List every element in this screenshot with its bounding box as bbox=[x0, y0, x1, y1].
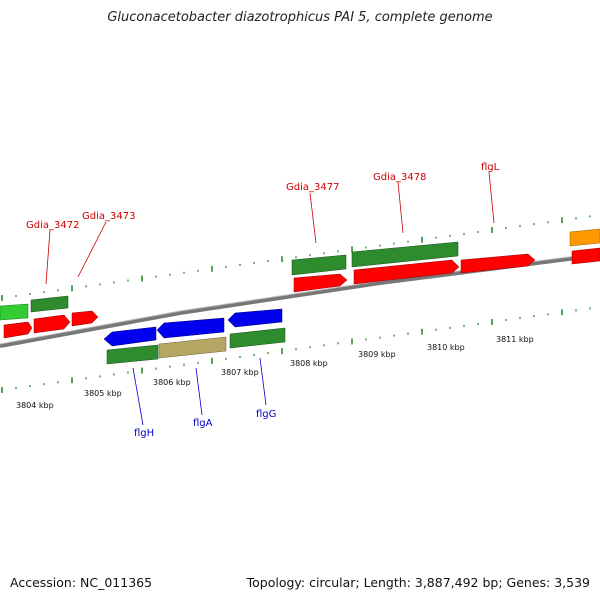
gene-blue-1[interactable] bbox=[103, 326, 157, 347]
accession-text: Accession: NC_011365 bbox=[10, 575, 153, 590]
label-gdia-3477: Gdia_3477 bbox=[286, 182, 339, 193]
gene-red-2[interactable] bbox=[33, 314, 71, 334]
scale-label: 3804 kbp bbox=[16, 401, 54, 410]
gene-gdia-3478[interactable] bbox=[351, 241, 459, 268]
gene-gdia-3477[interactable] bbox=[291, 254, 347, 276]
scale-label: 3807 kbp bbox=[221, 368, 259, 377]
label-flgl: flgL bbox=[481, 162, 500, 173]
upper-gene-track bbox=[0, 228, 600, 339]
topology-text: Topology: circular; Length: 3,887,492 bp… bbox=[246, 575, 590, 590]
gene-blue-2[interactable] bbox=[156, 317, 225, 339]
gene-flgh[interactable] bbox=[106, 344, 159, 365]
gene-orange[interactable] bbox=[569, 228, 600, 247]
upper-gene-labels: Gdia_3472 Gdia_3473 Gdia_3477 Gdia_3478 … bbox=[26, 162, 500, 285]
scale-label: 3809 kbp bbox=[358, 350, 396, 359]
map-title: Gluconacetobacter diazotrophicus PAI 5, … bbox=[107, 10, 493, 25]
label-flgh: flgH bbox=[134, 428, 154, 439]
label-gdia-3473: Gdia_3473 bbox=[82, 211, 135, 222]
gene-gdia-3472[interactable] bbox=[30, 295, 69, 313]
scale-label: 3808 kbp bbox=[290, 359, 328, 368]
gene-flgl[interactable] bbox=[460, 253, 536, 274]
lower-tick-row bbox=[1, 307, 591, 393]
gene-flga[interactable] bbox=[158, 336, 227, 359]
gene-red-3[interactable] bbox=[71, 310, 99, 327]
gene-red-1[interactable] bbox=[3, 321, 33, 339]
label-flgg: flgG bbox=[256, 409, 276, 420]
gene-blue-3[interactable] bbox=[227, 308, 283, 328]
scale-label: 3811 kbp bbox=[496, 335, 534, 344]
gene-red-4[interactable] bbox=[293, 273, 348, 293]
scale-label: 3810 kbp bbox=[427, 343, 465, 352]
gene-red-5[interactable] bbox=[353, 259, 460, 285]
gene-flgg[interactable] bbox=[229, 327, 286, 349]
scale-labels: 3804 kbp 3805 kbp 3806 kbp 3807 kbp 3808… bbox=[16, 335, 534, 410]
scale-label: 3806 kbp bbox=[153, 378, 191, 387]
gene-red-6[interactable] bbox=[571, 247, 600, 265]
lower-gene-labels: flgH flgA flgG bbox=[132, 357, 276, 439]
label-gdia-3472: Gdia_3472 bbox=[26, 220, 79, 231]
lower-gene-track bbox=[103, 308, 286, 365]
label-flga: flgA bbox=[193, 418, 213, 429]
label-gdia-3478: Gdia_3478 bbox=[373, 172, 426, 183]
gene-light-green-1[interactable] bbox=[0, 303, 29, 321]
upper-tick-row bbox=[1, 215, 591, 301]
scale-label: 3805 kbp bbox=[84, 389, 122, 398]
